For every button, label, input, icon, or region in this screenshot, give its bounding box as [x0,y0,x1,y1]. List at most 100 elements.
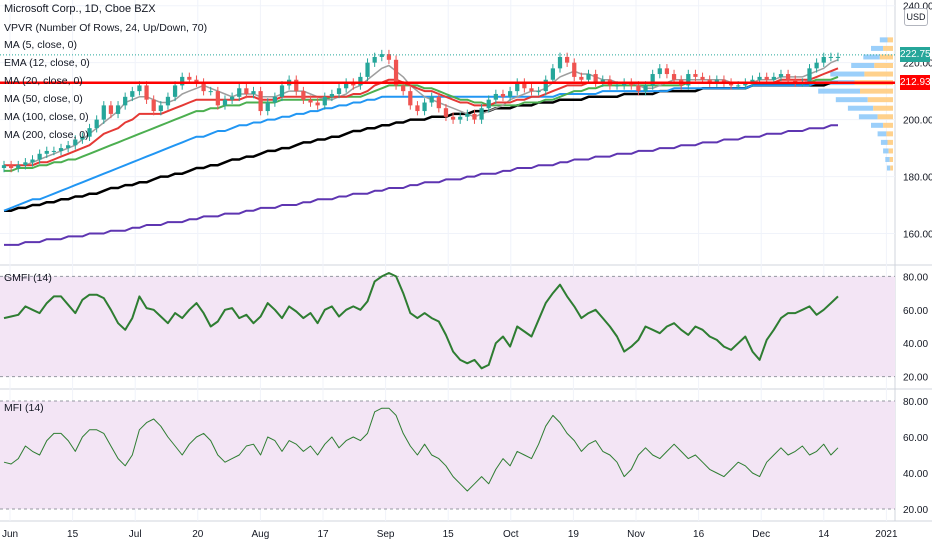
candle-body [443,108,449,117]
candle-body [707,79,712,83]
candle-body [301,91,306,100]
x-tick-label: Aug [252,529,270,540]
candle-body [87,128,92,137]
oscillator-tick-label: 20.00 [903,373,928,384]
moving-average-lines [3,59,839,246]
vp-up-bar [847,105,874,111]
candle-body [543,79,548,92]
ema-price-tag: 212.93 [900,75,931,91]
candle-body [586,74,591,80]
candle-body [386,54,392,60]
candle-body [322,96,327,106]
candle-body [115,105,121,114]
x-tick-label: Sep [377,529,395,540]
vp-up-bar [818,88,860,94]
legend-ma20[interactable]: MA (20, close, 0) [4,75,83,87]
candle-body [23,162,28,166]
candle-body [108,105,114,114]
candle-body [308,99,313,103]
candle-body [764,76,769,80]
candle-body [550,68,555,80]
vp-down-bar [883,45,893,51]
candle-body [721,79,727,83]
candle-body [30,159,35,163]
candle-body [215,91,220,106]
candle-body [565,56,570,63]
legend-ma100[interactable]: MA (100, close, 0) [4,111,89,123]
candlesticks[interactable] [1,49,841,173]
ma5-line [4,59,839,166]
candle-body [807,68,812,83]
candle-body [37,153,42,160]
oscillator-tick-label: 60.00 [903,433,928,444]
candle-body [151,99,156,112]
x-tick-label: Oct [503,529,519,540]
x-tick-label: Jun [2,529,18,540]
candle-body [258,91,263,112]
candle-body [329,93,335,97]
legend-ma5[interactable]: MA (5, close, 0) [4,39,77,51]
candle-body [507,91,513,97]
legend-vpvr[interactable]: VPVR (Number Of Rows, 24, Up/Down, 70) [4,22,208,34]
currency-button[interactable]: USD [904,8,928,26]
x-tick-label: 19 [568,529,580,540]
price-tick-label: 200.00 [903,116,932,127]
candle-body [94,119,99,129]
vp-down-bar [864,71,893,77]
vp-down-bar [887,37,893,43]
vp-up-bar [830,71,865,77]
vp-up-bar [885,156,890,162]
candle-body [557,56,563,69]
candle-body [736,85,741,87]
candle-body [600,79,605,83]
candle-body [187,76,192,80]
vp-up-bar [880,139,888,145]
candle-body [51,150,57,152]
candle-body [593,74,598,83]
vp-down-bar [877,114,893,120]
mfi-line [3,407,839,492]
candle-body [73,139,78,146]
vp-up-bar [883,148,889,154]
candle-body [123,96,128,106]
candle-body [572,62,577,77]
oscillator-tick-label: 60.00 [903,306,928,317]
candle-body [165,96,171,106]
oscillator-tick-label: 40.00 [903,469,928,480]
gmfi-pane-title: GMFI (14) [4,272,52,284]
candle-body [101,105,106,120]
legend-ma200[interactable]: MA (200, close, 0) [4,129,89,141]
candle-body [522,82,527,89]
vp-up-bar [877,131,887,137]
legend-ma50[interactable]: MA (50, close, 0) [4,93,83,105]
candle-body [66,145,71,149]
candle-body [429,96,434,103]
candle-body [650,74,655,86]
x-tick-label: 20 [192,529,204,540]
candle-body [344,82,349,89]
candle-body [664,68,670,75]
vp-up-bar [851,63,875,68]
x-tick-label: Dec [752,529,770,540]
candle-body [336,88,342,94]
candle-body [793,79,798,83]
x-tick-label: 16 [693,529,705,540]
candle-body [778,74,784,77]
candle-body [643,85,648,92]
oscillator-tick-label: 80.00 [903,397,928,408]
price-tick-label: 240.00 [903,2,932,13]
last-price-tag: 222.75 [900,47,931,63]
candle-body [450,116,456,120]
ema-price-line [0,54,895,85]
candle-body [180,76,185,86]
candle-body [693,74,698,77]
ma200-line [4,124,838,246]
oscillator-bands [0,275,895,510]
candle-body [194,79,199,83]
vp-down-bar [879,54,893,60]
x-tick-label: Nov [627,529,645,540]
candle-body [144,85,149,100]
candle-body [536,91,541,93]
legend-ema12[interactable]: EMA (12, close, 0) [4,57,90,69]
